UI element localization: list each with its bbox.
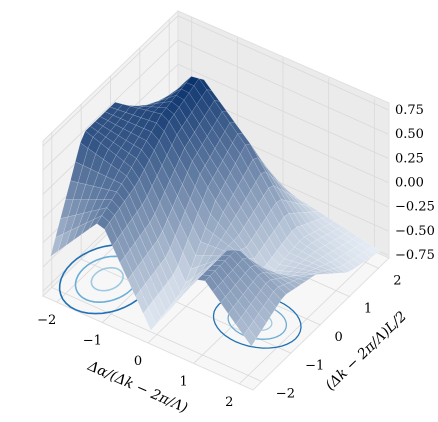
y-tick-label: 0 [335,330,343,345]
tick-labels: −2 −1 0 1 2 −2 −1 0 1 2 0.75 0.50 0.25 0.00 −0.25 −0.50… [37,103,435,410]
contour-line [212,294,302,349]
surface-facet [332,267,347,274]
z-tick-label: −0.25 [395,200,435,215]
z-tick-label: 0.00 [395,176,424,191]
x-tick-label: 1 [180,374,188,389]
y-tick-label: −1 [305,358,324,373]
z-tick-label: −0.50 [395,224,435,239]
contour-line [90,266,124,292]
x-tick-label: −1 [83,334,102,349]
surface-facet [273,286,287,301]
y-tick-label: −2 [276,387,295,402]
surface-facet [302,274,317,279]
z-tick-label: 0.75 [395,103,424,118]
y-axis-label: (Δk − 2π/Λ)L/2 [323,308,410,393]
surface-mesh [50,76,381,347]
y-tick-label: 1 [364,302,372,317]
surface-facet [322,269,336,274]
z-tick-label: 0.50 [395,127,424,142]
x-tick-label: 2 [225,395,233,410]
y-tick-label: 2 [393,273,401,288]
gridline-z [42,39,389,171]
surface-facet [248,320,262,339]
x-tick-label: −2 [37,313,56,328]
surface-facet [243,327,257,347]
gridline-z [42,15,389,147]
z-tick-label: 0.25 [395,151,424,166]
surface-facet [327,268,342,274]
surface-facet [342,261,357,272]
x-tick-label: 0 [134,354,142,369]
surface-facet [253,313,267,332]
surface-facet [313,272,326,275]
gridline-y [51,287,262,382]
z-tick-label: −0.75 [395,248,435,263]
